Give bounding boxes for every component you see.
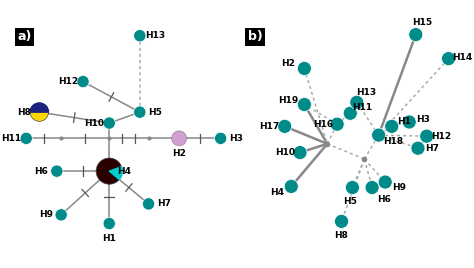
Text: a): a) [18, 30, 32, 43]
Circle shape [335, 214, 348, 228]
Text: H6: H6 [35, 167, 48, 176]
Circle shape [77, 76, 89, 88]
Wedge shape [109, 167, 122, 180]
Circle shape [293, 146, 307, 159]
Circle shape [297, 61, 311, 76]
Circle shape [297, 98, 311, 111]
Circle shape [51, 165, 63, 177]
Circle shape [134, 29, 146, 42]
Circle shape [378, 175, 392, 189]
Text: H17: H17 [259, 122, 280, 131]
Text: H13: H13 [356, 88, 377, 97]
Circle shape [96, 158, 122, 184]
Text: b): b) [247, 30, 262, 43]
Circle shape [442, 52, 456, 66]
Text: H7: H7 [157, 199, 171, 209]
Text: H11: H11 [352, 103, 373, 112]
Text: H8: H8 [335, 231, 348, 240]
Text: H13: H13 [145, 31, 165, 40]
Text: H18: H18 [383, 137, 403, 146]
Circle shape [278, 119, 292, 133]
Circle shape [55, 209, 67, 221]
Text: H11: H11 [1, 134, 21, 143]
Text: H2: H2 [281, 58, 295, 68]
Text: H14: H14 [453, 53, 473, 62]
Circle shape [385, 119, 399, 133]
Text: H4: H4 [118, 167, 131, 176]
Circle shape [343, 106, 357, 120]
Circle shape [20, 132, 32, 144]
Text: H4: H4 [270, 188, 284, 198]
Text: H5: H5 [343, 197, 357, 206]
Text: H1: H1 [102, 234, 116, 243]
Circle shape [142, 198, 155, 210]
Text: H5: H5 [148, 108, 162, 117]
Circle shape [330, 117, 344, 131]
Circle shape [372, 128, 386, 142]
Circle shape [103, 117, 115, 129]
Text: H9: H9 [392, 183, 406, 192]
Text: H16: H16 [313, 120, 333, 129]
Text: H15: H15 [412, 18, 432, 27]
Text: H6: H6 [377, 195, 391, 204]
Circle shape [284, 180, 298, 193]
Text: H3: H3 [229, 134, 243, 143]
Text: H10: H10 [275, 148, 295, 157]
Text: H10: H10 [84, 118, 104, 128]
Text: H19: H19 [278, 96, 298, 105]
Circle shape [365, 181, 379, 195]
Circle shape [103, 217, 115, 230]
Circle shape [409, 28, 423, 42]
Wedge shape [30, 103, 48, 112]
Circle shape [411, 141, 425, 155]
Text: H2: H2 [172, 149, 186, 158]
Circle shape [350, 95, 364, 109]
Circle shape [30, 103, 48, 121]
Circle shape [346, 181, 359, 195]
Text: H9: H9 [39, 210, 53, 219]
Text: H12: H12 [431, 132, 451, 141]
Text: H12: H12 [58, 77, 78, 86]
Circle shape [134, 106, 146, 118]
Text: H1: H1 [397, 117, 410, 126]
Circle shape [402, 115, 416, 129]
Circle shape [172, 131, 187, 146]
Text: H3: H3 [417, 115, 430, 124]
Text: H8: H8 [17, 108, 31, 117]
Circle shape [215, 132, 227, 144]
Text: H7: H7 [425, 144, 439, 153]
Circle shape [419, 129, 434, 143]
